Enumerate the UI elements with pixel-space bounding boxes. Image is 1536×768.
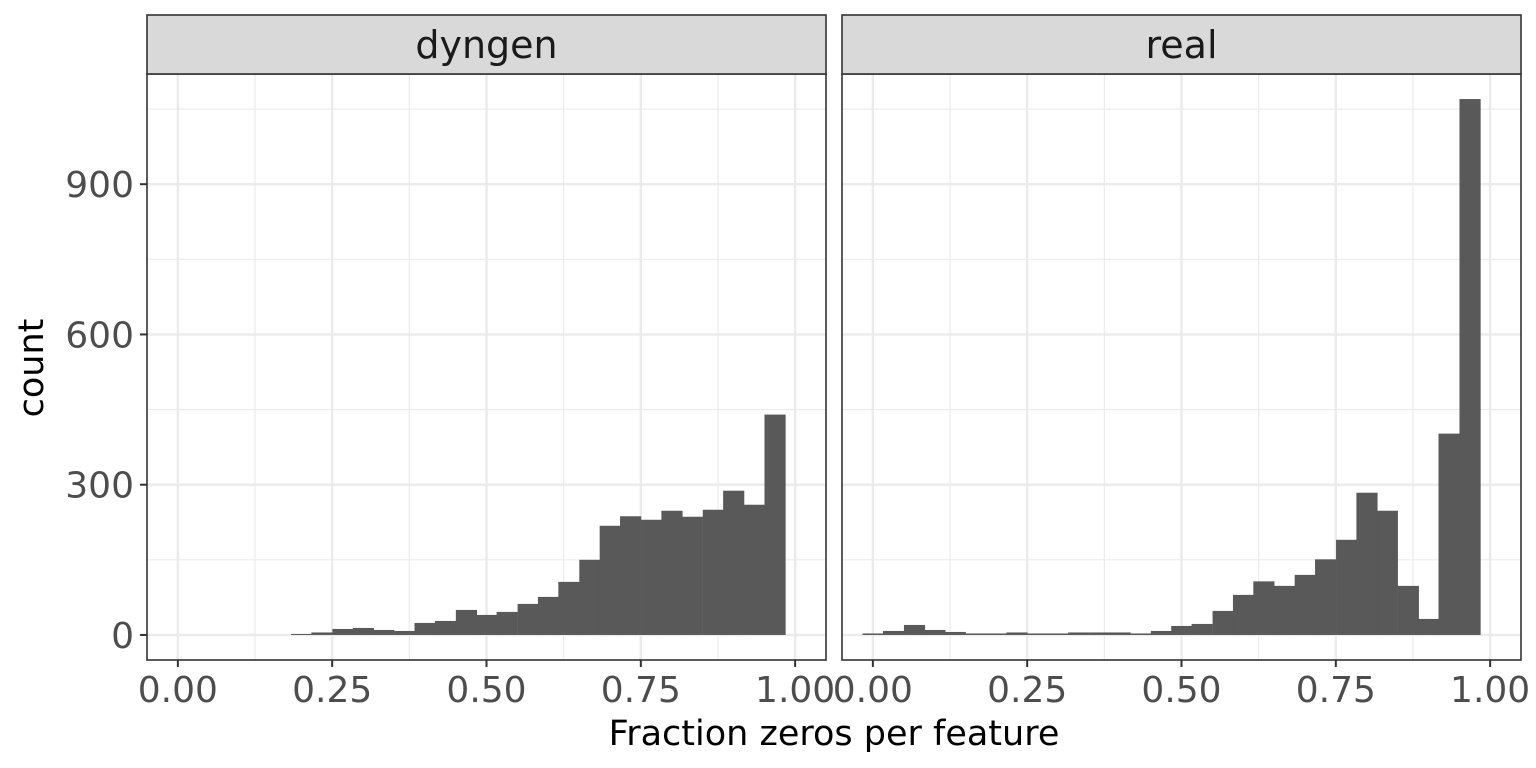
y-axis-title: count <box>12 319 52 418</box>
histogram-bar <box>1191 623 1213 635</box>
histogram-bar <box>476 614 498 635</box>
facet-strip <box>841 14 1522 75</box>
histogram-bar <box>862 633 884 635</box>
histogram-bar <box>414 622 436 635</box>
histogram-bar <box>352 627 374 635</box>
histogram-bar <box>743 504 765 635</box>
histogram-bar <box>1356 492 1378 635</box>
histogram-bar <box>723 490 745 635</box>
histogram-bar <box>373 629 395 635</box>
panel-dyngen: dyngen 0.00 0.25 0.50 0.75 1.00 <box>138 14 835 711</box>
x-axis-title: Fraction zeros per feature <box>609 714 1060 754</box>
histogram-bar <box>1171 625 1193 635</box>
x-tick-label: 0.50 <box>446 670 526 711</box>
x-tick-label: 0.25 <box>292 670 372 711</box>
panels: dyngen 0.00 0.25 0.50 0.75 1.00 real 0.00 0.25 0.… <box>138 14 1530 711</box>
histogram-bar <box>332 628 354 635</box>
y-axis: 0 300 600 900 <box>65 165 147 657</box>
histogram-bar <box>764 414 786 635</box>
x-tick-label: 1.00 <box>755 670 835 711</box>
histogram-bar <box>1006 632 1028 635</box>
histogram-bar <box>641 519 663 635</box>
histogram-bar <box>1294 574 1316 635</box>
histogram-bar <box>599 525 621 635</box>
facet-strip <box>146 14 827 75</box>
histogram-bar <box>702 509 724 635</box>
histogram-bar <box>1232 594 1255 635</box>
panel-real: real 0.00 0.25 0.50 0.75 1.00 <box>833 14 1530 711</box>
histogram-bar <box>1418 618 1440 635</box>
histogram-bar <box>1068 632 1090 635</box>
histogram-bar <box>1336 539 1358 635</box>
histogram-bar <box>1253 581 1275 635</box>
histogram-bar <box>924 629 946 635</box>
histogram-bar <box>496 611 518 635</box>
x-tick-label: 0.00 <box>833 670 913 711</box>
histogram-bar <box>1150 630 1173 635</box>
x-tick-label: 0.00 <box>138 670 218 711</box>
x-tick-label: 0.75 <box>1296 670 1376 711</box>
histogram-bar <box>1109 632 1131 635</box>
histogram-bar <box>1376 510 1398 635</box>
histogram-bar <box>1274 585 1296 635</box>
histogram-bar <box>965 633 987 635</box>
histogram-bar <box>1315 559 1337 635</box>
histogram-bar <box>558 581 580 635</box>
facet-strip-label: dyngen <box>415 23 557 67</box>
histogram-bar <box>681 516 703 635</box>
histogram-bar <box>579 559 601 635</box>
y-tick-label: 900 <box>65 165 134 206</box>
histogram-bar <box>903 624 926 635</box>
y-tick-label: 0 <box>111 616 134 657</box>
x-tick-label: 1.00 <box>1450 670 1530 711</box>
histogram-bar <box>1047 633 1069 635</box>
histogram-bar <box>986 633 1008 635</box>
x-tick-label: 0.25 <box>987 670 1067 711</box>
histogram-bar <box>882 630 905 635</box>
histogram-bar <box>1438 433 1460 635</box>
y-tick-label: 600 <box>65 315 134 356</box>
histogram-bar <box>1089 632 1111 635</box>
x-tick-label: 0.50 <box>1141 670 1221 711</box>
histogram-bar <box>537 596 560 635</box>
histogram-bar <box>1212 610 1234 635</box>
histogram-bar <box>291 633 313 635</box>
histogram-bar <box>944 631 966 635</box>
facet-strip-label: real <box>1145 23 1217 67</box>
histogram-bar <box>1129 633 1152 635</box>
histogram-bar <box>1459 99 1481 635</box>
y-tick-label: 300 <box>65 466 134 507</box>
histogram-bar <box>1027 633 1049 635</box>
histogram-bar <box>311 632 333 635</box>
histogram-bar <box>517 603 539 635</box>
histogram-bar <box>661 510 683 635</box>
x-tick-label: 0.75 <box>601 670 681 711</box>
histogram-bar <box>1397 585 1419 635</box>
histogram-bar <box>620 516 642 635</box>
histogram-bar <box>394 630 416 635</box>
histogram-bar <box>434 620 457 635</box>
histogram-bar <box>455 609 478 635</box>
